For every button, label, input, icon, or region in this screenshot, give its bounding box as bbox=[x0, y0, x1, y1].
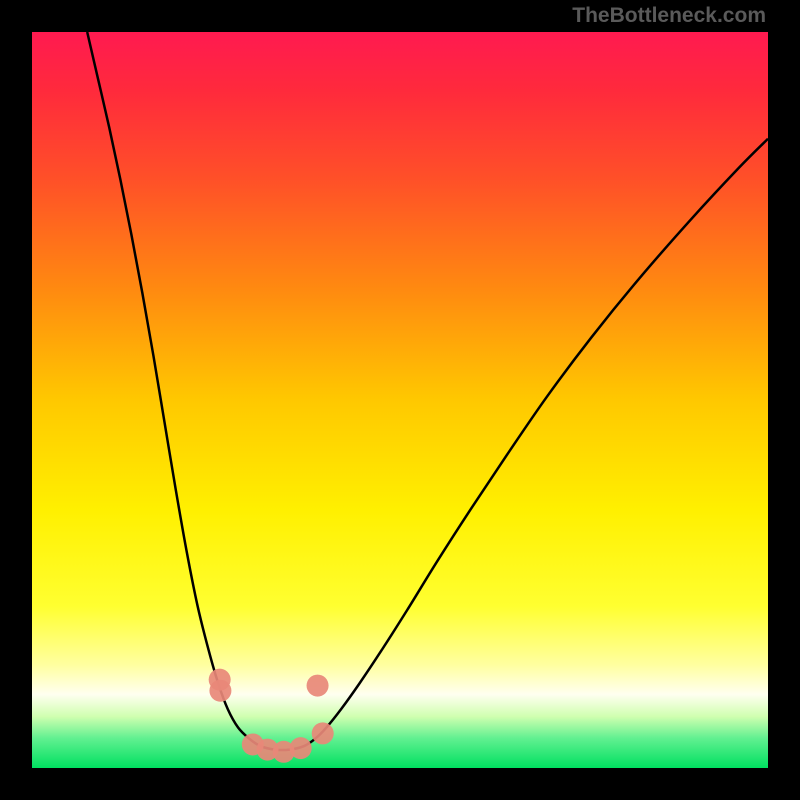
watermark-text: TheBottleneck.com bbox=[572, 4, 766, 28]
marker-point bbox=[312, 722, 334, 744]
v-curve bbox=[87, 32, 768, 750]
curve-layer bbox=[32, 32, 768, 768]
marker-point bbox=[209, 680, 231, 702]
marker-point bbox=[290, 737, 312, 759]
chart-frame: TheBottleneck.com bbox=[0, 0, 800, 800]
marker-group bbox=[209, 669, 334, 763]
marker-point bbox=[307, 675, 329, 697]
plot-area bbox=[32, 32, 768, 768]
